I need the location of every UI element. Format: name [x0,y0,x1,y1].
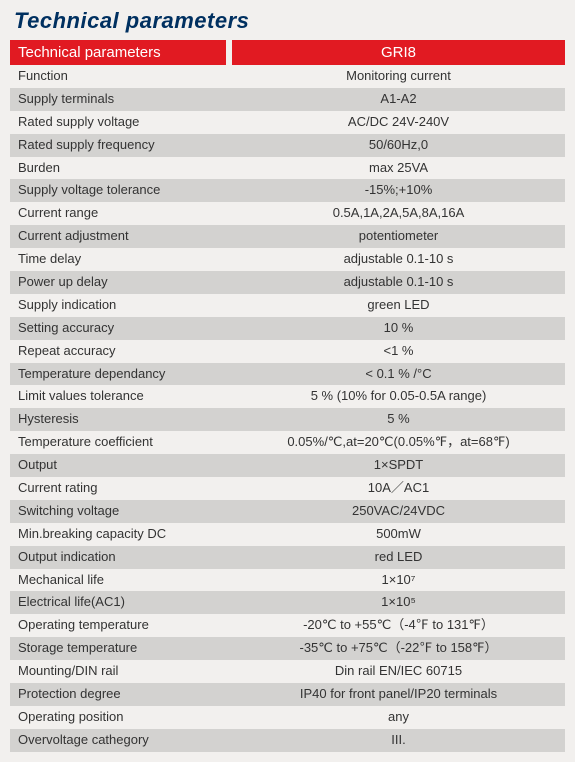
value-cell: Monitoring current [232,65,565,88]
value-cell: 10 % [232,317,565,340]
value-cell: 250VAC/24VDC [232,500,565,523]
param-cell: Rated supply frequency [10,134,232,157]
param-cell: Current rating [10,477,232,500]
value-cell: potentiometer [232,225,565,248]
table-row: Supply voltage tolerance-15%;+10% [10,179,565,202]
value-cell: -15%;+10% [232,179,565,202]
value-cell: <1 % [232,340,565,363]
value-cell: IP40 for front panel/IP20 terminals [232,683,565,706]
table-row: Hysteresis5 % [10,408,565,431]
param-cell: Supply terminals [10,88,232,111]
table-row: Setting accuracy10 % [10,317,565,340]
value-cell: red LED [232,546,565,569]
param-cell: Operating temperature [10,614,232,637]
table-row: Mounting/DIN railDin rail EN/IEC 60715 [10,660,565,683]
value-cell: A1-A2 [232,88,565,111]
value-cell: adjustable 0.1-10 s [232,248,565,271]
value-cell: 5 % [232,408,565,431]
value-cell: -20℃ to +55℃（-4℉ to 131℉） [232,614,565,637]
param-cell: Repeat accuracy [10,340,232,363]
table-row: Power up delayadjustable 0.1-10 s [10,271,565,294]
value-cell: Din rail EN/IEC 60715 [232,660,565,683]
value-cell: 1×10⁷ [232,569,565,592]
param-cell: Supply indication [10,294,232,317]
param-cell: Current range [10,202,232,225]
table-header-row: Technical parameters GRI8 [10,40,565,65]
value-cell: AC/DC 24V-240V [232,111,565,134]
table-row: FunctionMonitoring current [10,65,565,88]
param-cell: Supply voltage tolerance [10,179,232,202]
table-row: Operating positionany [10,706,565,729]
table-row: Electrical life(AC1)1×10⁵ [10,591,565,614]
table-row: Repeat accuracy<1 % [10,340,565,363]
table-row: Protection degreeIP40 for front panel/IP… [10,683,565,706]
table-body: FunctionMonitoring currentSupply termina… [10,65,565,752]
param-cell: Electrical life(AC1) [10,591,232,614]
param-cell: Limit values tolerance [10,385,232,408]
table-row: Limit values tolerance5 % (10% for 0.05-… [10,385,565,408]
param-cell: Power up delay [10,271,232,294]
value-cell: 5 % (10% for 0.05-0.5A range) [232,385,565,408]
value-cell: -35℃ to +75℃（-22℉ to 158℉） [232,637,565,660]
table-row: Rated supply frequency50/60Hz,0 [10,134,565,157]
table-row: Operating temperature-20℃ to +55℃（-4℉ to… [10,614,565,637]
param-cell: Switching voltage [10,500,232,523]
param-cell: Min.breaking capacity DC [10,523,232,546]
table-row: Current rating10A／AC1 [10,477,565,500]
value-cell: 500mW [232,523,565,546]
param-cell: Time delay [10,248,232,271]
param-cell: Hysteresis [10,408,232,431]
table-row: Current range0.5A,1A,2A,5A,8A,16A [10,202,565,225]
value-cell: 1×10⁵ [232,591,565,614]
param-cell: Output indication [10,546,232,569]
param-cell: Mounting/DIN rail [10,660,232,683]
table-row: Overvoltage cathegoryIII. [10,729,565,752]
table-row: Output indicationred LED [10,546,565,569]
value-cell: any [232,706,565,729]
table-row: Time delayadjustable 0.1-10 s [10,248,565,271]
value-cell: 10A／AC1 [232,477,565,500]
table-row: Temperature coefficient0.05%/℃,at=20℃(0.… [10,431,565,454]
value-cell: 1×SPDT [232,454,565,477]
param-cell: Operating position [10,706,232,729]
param-cell: Setting accuracy [10,317,232,340]
table-row: Switching voltage250VAC/24VDC [10,500,565,523]
param-cell: Current adjustment [10,225,232,248]
value-cell: green LED [232,294,565,317]
value-cell: III. [232,729,565,752]
param-cell: Temperature dependancy [10,363,232,386]
value-cell: < 0.1 % /°C [232,363,565,386]
value-cell: max 25VA [232,157,565,180]
page-title: Technical parameters [14,8,565,34]
param-cell: Burden [10,157,232,180]
value-cell: 0.05%/℃,at=20℃(0.05%℉，at=68℉) [232,431,565,454]
table-row: Supply indicationgreen LED [10,294,565,317]
table-row: Storage temperature-35℃ to +75℃（-22℉ to … [10,637,565,660]
value-cell: 50/60Hz,0 [232,134,565,157]
table-row: Mechanical life1×10⁷ [10,569,565,592]
table-row: Burdenmax 25VA [10,157,565,180]
table-row: Rated supply voltageAC/DC 24V-240V [10,111,565,134]
header-right: GRI8 [232,40,565,65]
param-cell: Overvoltage cathegory [10,729,232,752]
param-cell: Rated supply voltage [10,111,232,134]
param-cell: Function [10,65,232,88]
parameters-table: Technical parameters GRI8 FunctionMonito… [10,40,565,752]
table-row: Supply terminalsA1-A2 [10,88,565,111]
param-cell: Protection degree [10,683,232,706]
param-cell: Output [10,454,232,477]
param-cell: Mechanical life [10,569,232,592]
table-row: Temperature dependancy< 0.1 % /°C [10,363,565,386]
header-left: Technical parameters [10,40,232,65]
value-cell: 0.5A,1A,2A,5A,8A,16A [232,202,565,225]
value-cell: adjustable 0.1-10 s [232,271,565,294]
table-row: Min.breaking capacity DC500mW [10,523,565,546]
table-row: Current adjustmentpotentiometer [10,225,565,248]
param-cell: Storage temperature [10,637,232,660]
param-cell: Temperature coefficient [10,431,232,454]
table-row: Output1×SPDT [10,454,565,477]
